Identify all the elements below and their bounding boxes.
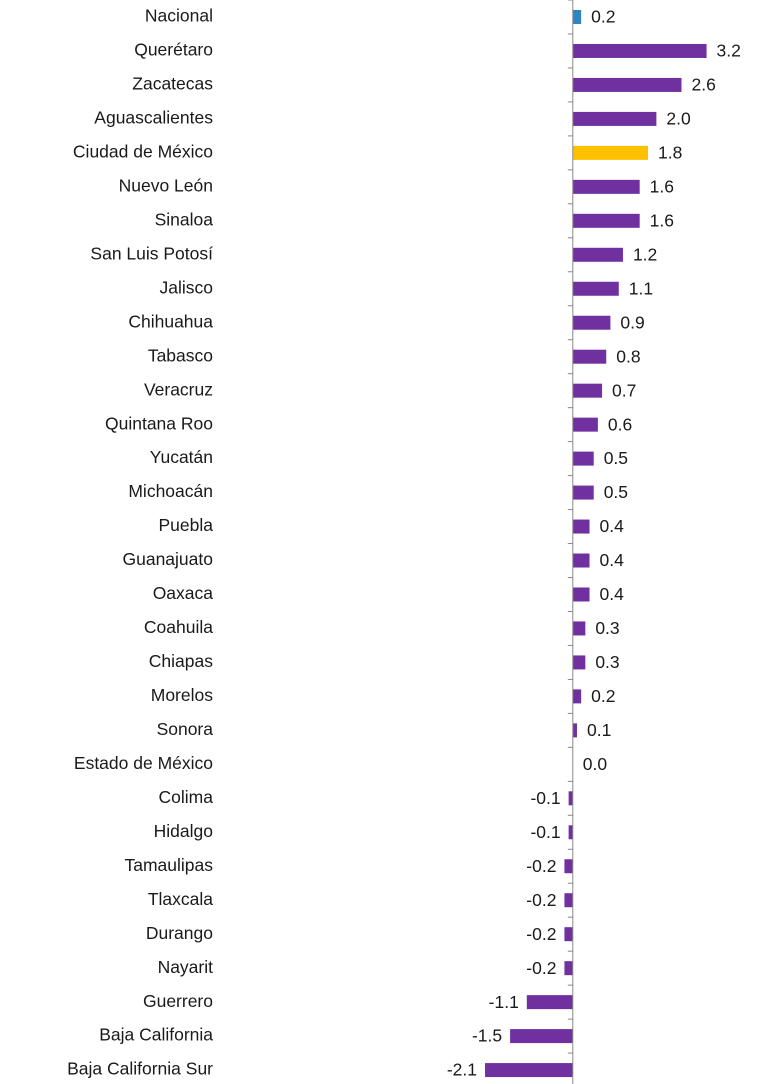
bar <box>568 791 573 806</box>
category-label: Querétaro <box>134 40 213 60</box>
bar <box>572 77 682 92</box>
bar <box>572 145 649 160</box>
value-label: 2.0 <box>666 109 691 129</box>
category-label: Nayarit <box>158 957 214 977</box>
bar <box>572 281 619 296</box>
value-label: 0.4 <box>600 584 625 604</box>
category-label: Coahuila <box>144 617 213 637</box>
value-label: 0.6 <box>608 414 632 434</box>
category-label: Quintana Roo <box>105 413 213 433</box>
value-label: -1.1 <box>489 992 519 1012</box>
category-label: Jalisco <box>160 277 214 297</box>
bar <box>564 927 573 942</box>
category-label: Tamaulipas <box>124 855 213 875</box>
bar <box>572 111 657 126</box>
value-label: 0.4 <box>600 516 625 536</box>
value-label: -0.2 <box>526 856 556 876</box>
value-label: 2.6 <box>691 75 715 95</box>
bar <box>572 213 640 228</box>
category-label: Baja California Sur <box>67 1059 213 1079</box>
value-label: 3.2 <box>717 41 741 61</box>
bar <box>572 451 594 466</box>
value-label: 0.3 <box>595 652 619 672</box>
value-label: 1.6 <box>650 210 674 230</box>
bar <box>526 995 573 1010</box>
value-label: 1.6 <box>650 176 674 196</box>
bar <box>572 519 590 534</box>
category-label: Durango <box>146 923 213 943</box>
value-label: -0.1 <box>530 822 560 842</box>
bar <box>572 587 590 602</box>
value-label: 0.7 <box>612 380 636 400</box>
category-label: Aguascalientes <box>94 108 213 128</box>
bar <box>568 825 573 840</box>
value-label: -0.2 <box>526 924 556 944</box>
category-label: Sonora <box>157 719 214 739</box>
value-label: 0.5 <box>604 482 628 502</box>
value-label: 1.2 <box>633 244 657 264</box>
value-label: 1.1 <box>629 278 653 298</box>
category-label: Yucatán <box>150 447 213 467</box>
value-label: 0.8 <box>616 346 640 366</box>
value-label: 0.2 <box>591 7 615 27</box>
bar <box>572 10 582 24</box>
category-label: Hidalgo <box>154 821 213 841</box>
category-label: Sinaloa <box>155 209 214 229</box>
category-label: San Luis Potosí <box>90 243 213 263</box>
bar <box>572 315 611 330</box>
category-label: Michoacán <box>128 481 213 501</box>
value-label: 0.5 <box>604 448 628 468</box>
category-label: Guanajuato <box>123 549 214 569</box>
category-label: Puebla <box>159 515 214 535</box>
category-label: Tlaxcala <box>148 889 213 909</box>
value-label: 0.4 <box>600 550 625 570</box>
value-label: 0.9 <box>620 312 644 332</box>
bar <box>572 485 594 500</box>
value-label: -2.1 <box>447 1060 477 1080</box>
category-label: Guerrero <box>143 991 213 1011</box>
value-label: -0.1 <box>530 788 560 808</box>
bar <box>572 349 607 364</box>
category-label: Baja California <box>99 1025 213 1045</box>
category-label: Chiapas <box>149 651 213 671</box>
value-label: 0.3 <box>595 618 619 638</box>
category-label: Zacatecas <box>132 74 213 94</box>
category-label: Oaxaca <box>153 583 214 603</box>
bar <box>564 893 573 908</box>
category-label: Colima <box>159 787 214 807</box>
bar <box>564 961 573 976</box>
category-label: Veracruz <box>144 379 213 399</box>
category-label: Chihuahua <box>128 311 213 331</box>
bar <box>572 247 623 262</box>
bar <box>572 383 603 398</box>
bar <box>572 553 590 568</box>
bar <box>572 655 586 670</box>
bar <box>572 417 598 432</box>
bar <box>572 179 640 194</box>
category-label: Estado de México <box>74 753 213 773</box>
value-label: -0.2 <box>526 890 556 910</box>
category-label: Nuevo León <box>119 175 213 195</box>
bar <box>564 859 573 874</box>
bar <box>572 43 707 58</box>
category-label: Morelos <box>151 685 213 705</box>
bar <box>485 1063 573 1078</box>
category-label: Ciudad de México <box>73 142 213 162</box>
bar <box>572 621 586 636</box>
bar <box>572 689 582 704</box>
category-label: Nacional <box>145 6 213 26</box>
value-label: -0.2 <box>526 958 556 978</box>
value-label: 1.8 <box>658 143 682 163</box>
bar <box>572 723 577 738</box>
value-label: 0.1 <box>587 720 611 740</box>
bar <box>510 1029 573 1044</box>
value-label: -1.5 <box>472 1026 502 1046</box>
category-label: Tabasco <box>148 345 213 365</box>
value-label: 0.2 <box>591 686 615 706</box>
value-label: 0.0 <box>583 754 608 774</box>
